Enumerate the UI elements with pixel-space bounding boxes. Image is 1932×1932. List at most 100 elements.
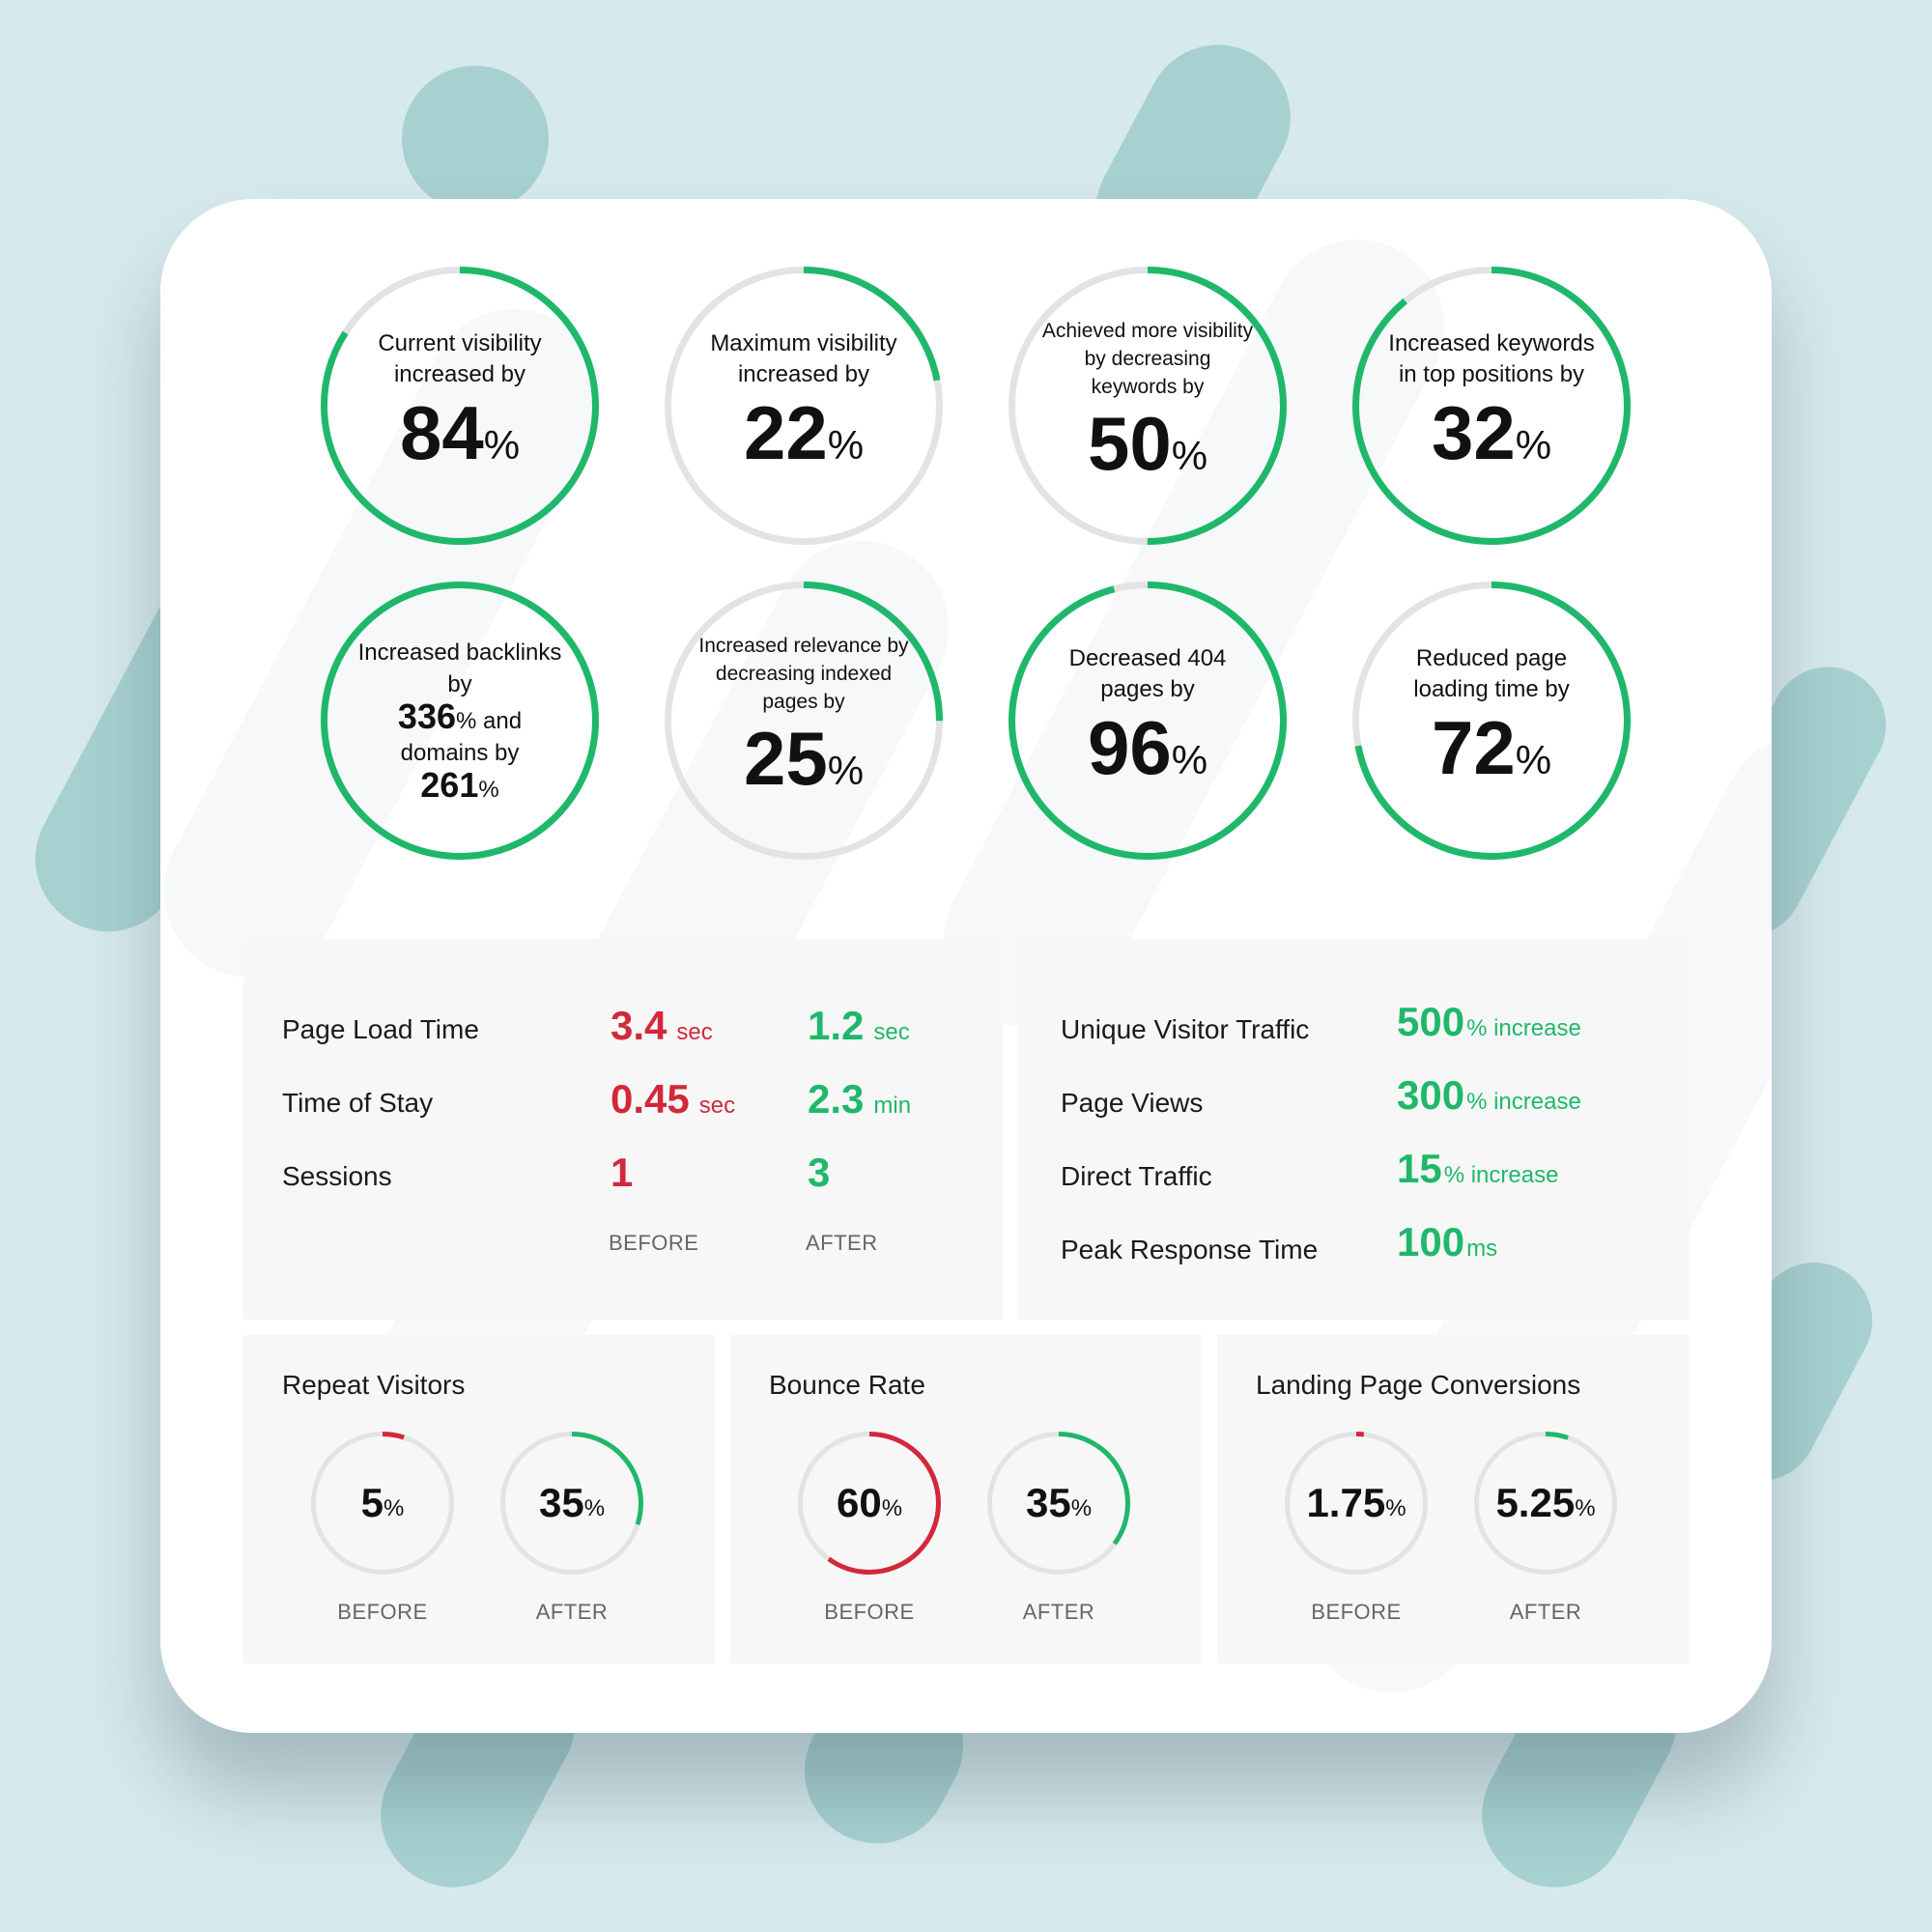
progress-ring <box>987 1432 1130 1575</box>
before-caption: BEFORE <box>1311 1600 1402 1624</box>
ring-text: Increased backlinks by 336% and domains by… <box>354 614 566 827</box>
ring-label: Achieved more visibility by decreasing k… <box>1041 320 1254 398</box>
ring-text: Achieved more visibility by decreasing k… <box>1041 299 1254 512</box>
progress-ring <box>1009 582 1287 860</box>
after-caption: AFTER <box>535 1600 609 1624</box>
ring-progress-arc <box>798 1432 941 1575</box>
before-caption: BEFORE <box>609 1231 699 1255</box>
ring-metric: Increased keywords in top positions by 32… <box>1352 267 1631 545</box>
before-caption: BEFORE <box>824 1600 915 1624</box>
ring-value: 25% <box>743 716 865 801</box>
ring-label: Maximum visibility increased by <box>710 329 897 387</box>
ring-progress-arc <box>311 1432 454 1575</box>
ring-progress-arc <box>987 1432 1130 1575</box>
traffic-value-direct: 15% increase <box>1397 1146 1559 1191</box>
ring-progress-arc <box>500 1432 643 1575</box>
ring-label: Reduced page loading time by <box>1413 644 1570 702</box>
ring-metric: Current visibility increased by 84% <box>321 267 599 545</box>
after-caption: AFTER <box>1022 1600 1095 1624</box>
comparison-title: Repeat Visitors <box>282 1370 466 1400</box>
row-label-sessions: Sessions <box>282 1161 392 1191</box>
traffic-label-peak-response: Peak Response Time <box>1061 1235 1319 1264</box>
ring-label: Increased relevance by decreasing indexe… <box>698 635 909 713</box>
progress-ring <box>665 267 943 545</box>
progress-ring <box>321 582 599 860</box>
comparison-before-ring: 60% <box>798 1432 941 1575</box>
comparison-panel: Bounce Rate 60% BEFORE 35% AFTER <box>730 1335 1202 1663</box>
comparison-before-value: 5% <box>360 1480 405 1525</box>
before-caption: BEFORE <box>337 1600 428 1624</box>
comparison-after-value: 5.25% <box>1495 1480 1596 1525</box>
ring-metric: Increased relevance by decreasing indexe… <box>665 582 943 860</box>
progress-ring <box>798 1432 941 1575</box>
ring-value: 72% <box>1431 704 1552 790</box>
ring-label: Increased backlinks by <box>357 639 562 697</box>
sessions-before: 1 <box>611 1150 634 1195</box>
traffic-panel: Unique Visitor Traffic 500% increase Pag… <box>1018 939 1689 1320</box>
ring-progress-arc <box>1285 1432 1428 1575</box>
ring-text: Increased keywords in top positions by 32… <box>1385 299 1598 512</box>
ring-progress-arc <box>1352 267 1631 545</box>
ring-progress-arc <box>1009 582 1287 860</box>
time-of-stay-after: 2.3 min <box>808 1076 912 1122</box>
comparison-before-ring: 5% <box>311 1432 454 1575</box>
progress-ring <box>321 267 599 545</box>
after-caption: AFTER <box>1509 1600 1582 1624</box>
ring-value-domains: 261% <box>420 764 499 805</box>
page-load-after: 1.2 sec <box>808 1003 910 1048</box>
ring-metric: Increased backlinks by 336% and domains by… <box>321 582 599 860</box>
ring-text: Decreased 404 pages by 96% <box>1041 614 1254 827</box>
traffic-label-direct: Direct Traffic <box>1061 1161 1212 1191</box>
results-card: Current visibility increased by 84% Maximu… <box>160 199 1772 1733</box>
ring-metric: Reduced page loading time by 72% <box>1352 582 1631 860</box>
ring-metric: Decreased 404 pages by 96% <box>1009 582 1287 860</box>
ring-label: Current visibility increased by <box>378 329 542 387</box>
time-of-stay-before: 0.45 sec <box>611 1076 736 1122</box>
ring-text: Increased relevance by decreasing indexe… <box>697 614 910 827</box>
ring-progress-arc <box>665 582 943 860</box>
ring-value: 96% <box>1087 704 1208 790</box>
progress-ring <box>1352 267 1631 545</box>
ring-label: Decreased 404 pages by <box>1068 644 1227 702</box>
ring-label: domains by <box>400 739 520 766</box>
comparison-after-value: 35% <box>538 1480 606 1525</box>
ring-label: Increased keywords in top positions by <box>1388 329 1595 387</box>
progress-ring <box>1285 1432 1428 1575</box>
page-load-before: 3.4 sec <box>611 1003 713 1048</box>
ring-metric: Maximum visibility increased by 22% <box>665 267 943 545</box>
ring-metric: Achieved more visibility by decreasing k… <box>1009 267 1287 545</box>
comparison-after-ring: 5.25% <box>1474 1432 1617 1575</box>
row-label-page-load-time: Page Load Time <box>282 1014 479 1044</box>
comparison-panel: Landing Page Conversions 1.75% BEFORE 5.25%… <box>1217 1335 1689 1663</box>
comparison-before-value: 60% <box>836 1480 903 1525</box>
comparison-before-ring: 1.75% <box>1285 1432 1428 1575</box>
traffic-label-unique: Unique Visitor Traffic <box>1061 1014 1310 1044</box>
ring-text: Maximum visibility increased by 22% <box>697 299 910 512</box>
comparison-before-value: 1.75% <box>1306 1480 1406 1525</box>
ring-progress-arc <box>321 267 599 545</box>
progress-ring <box>1474 1432 1617 1575</box>
background-blob <box>402 66 549 213</box>
comparison-after-ring: 35% <box>500 1432 643 1575</box>
before-after-panel: Page Load Time 3.4 sec 1.2 sec Time of Sta… <box>243 939 1003 1320</box>
after-caption: AFTER <box>806 1231 878 1255</box>
progress-ring <box>665 582 943 860</box>
ring-text: Reduced page loading time by 72% <box>1385 614 1598 827</box>
progress-ring <box>1352 582 1631 860</box>
ring-progress-arc <box>1009 267 1287 545</box>
comparison-panel: Repeat Visitors 5% BEFORE 35% AFTER <box>243 1335 715 1663</box>
ring-value: 32% <box>1431 389 1552 475</box>
traffic-value-page-views: 300% increase <box>1397 1072 1581 1118</box>
comparison-after-ring: 35% <box>987 1432 1130 1575</box>
comparison-title: Bounce Rate <box>769 1370 925 1400</box>
row-label-time-of-stay: Time of Stay <box>282 1088 434 1118</box>
comparison-title: Landing Page Conversions <box>1256 1370 1581 1400</box>
ring-value: 84% <box>399 389 521 475</box>
ring-progress-arc <box>1474 1432 1617 1575</box>
ring-progress-arc <box>321 582 599 860</box>
ring-value: 22% <box>743 389 865 475</box>
traffic-value-peak-response: 100ms <box>1397 1219 1498 1264</box>
sessions-after: 3 <box>808 1150 831 1195</box>
ring-value-backlinks: 336% and <box>397 696 523 736</box>
comparison-after-value: 35% <box>1025 1480 1093 1525</box>
